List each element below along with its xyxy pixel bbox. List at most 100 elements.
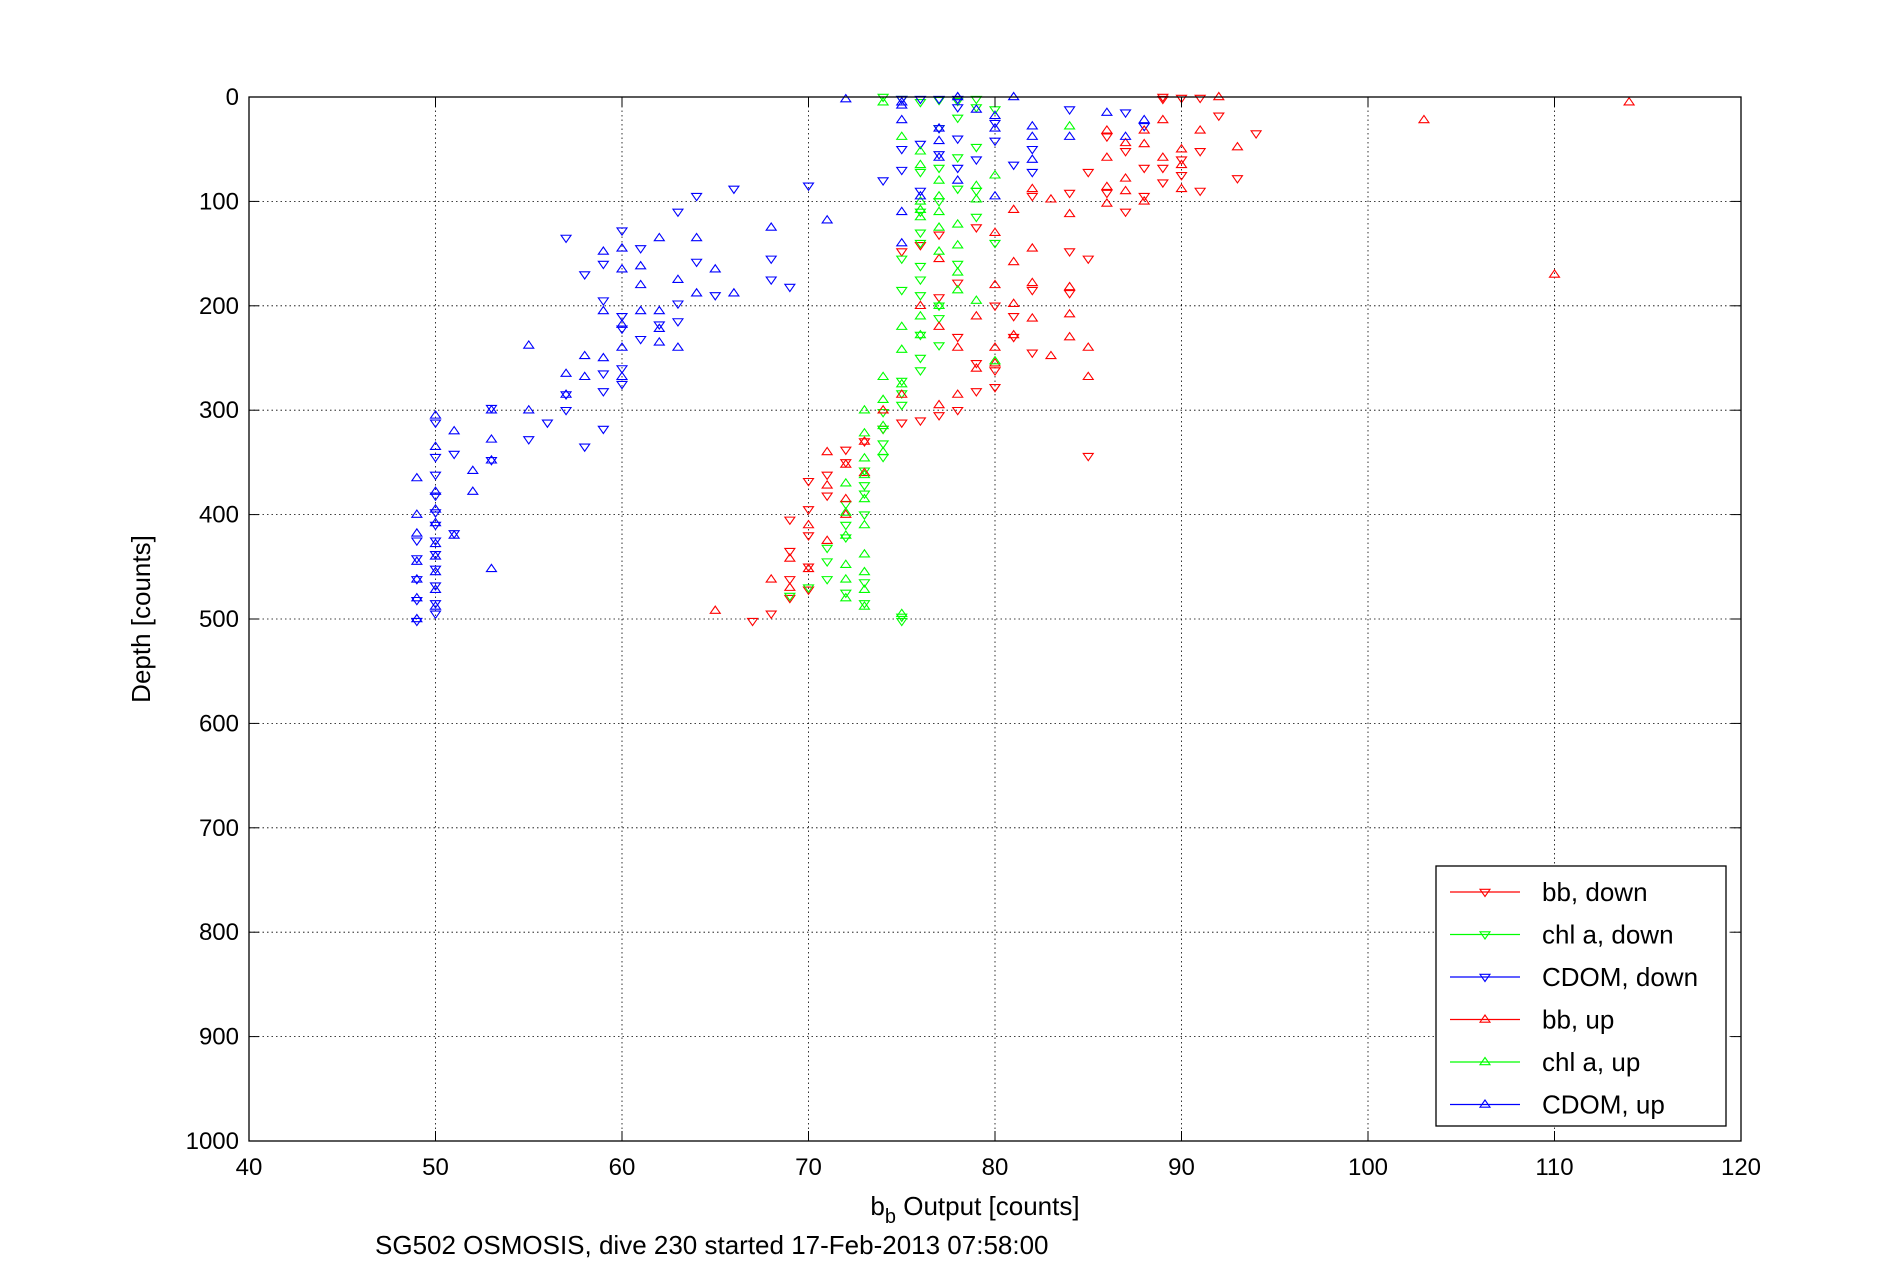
data-point bbox=[970, 224, 983, 233]
data-point bbox=[429, 509, 442, 518]
data-point bbox=[802, 563, 815, 573]
data-point bbox=[951, 239, 964, 249]
data-point bbox=[1063, 281, 1076, 291]
legend-label: CDOM, down bbox=[1542, 962, 1698, 992]
data-point bbox=[895, 321, 908, 330]
data-point bbox=[895, 613, 908, 623]
data-point bbox=[839, 93, 852, 103]
data-point bbox=[821, 446, 834, 456]
data-point bbox=[988, 227, 1002, 236]
data-point bbox=[1100, 107, 1113, 116]
data-point bbox=[1119, 131, 1132, 140]
data-point bbox=[1063, 248, 1076, 257]
data-point bbox=[877, 425, 890, 435]
data-point bbox=[839, 521, 852, 531]
data-point bbox=[671, 274, 685, 283]
data-point bbox=[1100, 152, 1113, 161]
series-2 bbox=[410, 95, 1151, 627]
data-point bbox=[1063, 290, 1076, 299]
data-point bbox=[877, 453, 890, 463]
y-axis-label: Depth [counts] bbox=[126, 535, 156, 703]
data-point bbox=[970, 213, 983, 223]
y-tick-label: 700 bbox=[199, 815, 239, 842]
legend-label: CDOM, up bbox=[1542, 1090, 1665, 1120]
data-point bbox=[895, 401, 908, 411]
data-point bbox=[858, 490, 871, 500]
data-point bbox=[597, 246, 610, 255]
data-point bbox=[783, 594, 796, 604]
data-point bbox=[839, 477, 852, 487]
data-point bbox=[615, 365, 629, 374]
data-point bbox=[597, 352, 610, 362]
data-point bbox=[429, 550, 442, 560]
data-point bbox=[895, 378, 908, 388]
data-point bbox=[951, 406, 964, 416]
data-point bbox=[914, 292, 927, 301]
data-point bbox=[914, 168, 927, 178]
data-point bbox=[858, 452, 871, 462]
data-point bbox=[634, 335, 647, 345]
data-point bbox=[1175, 159, 1188, 169]
data-point bbox=[615, 227, 629, 237]
data-point bbox=[970, 359, 983, 369]
data-point bbox=[932, 135, 946, 145]
data-point bbox=[932, 198, 946, 207]
data-point bbox=[951, 284, 964, 294]
data-point bbox=[1175, 94, 1188, 104]
x-tick-label: 100 bbox=[1348, 1154, 1388, 1181]
data-point bbox=[802, 506, 815, 515]
data-point bbox=[858, 436, 871, 445]
data-point bbox=[783, 552, 796, 562]
data-point bbox=[914, 187, 927, 197]
y-tick-label: 500 bbox=[199, 606, 239, 633]
data-point bbox=[877, 440, 890, 450]
data-point bbox=[1175, 156, 1188, 166]
data-point bbox=[429, 453, 442, 463]
x-tick-label: 110 bbox=[1535, 1154, 1573, 1181]
data-point bbox=[410, 509, 423, 518]
x-tick-label: 60 bbox=[609, 1154, 636, 1181]
data-point bbox=[783, 576, 796, 585]
data-point bbox=[932, 246, 946, 255]
data-point bbox=[1007, 161, 1020, 171]
data-point bbox=[932, 164, 946, 174]
data-point bbox=[839, 559, 852, 568]
data-point bbox=[970, 310, 983, 320]
data-point bbox=[802, 182, 815, 192]
data-point bbox=[429, 517, 442, 527]
data-point bbox=[1194, 148, 1207, 157]
data-point bbox=[877, 371, 890, 381]
data-point bbox=[1194, 124, 1207, 134]
x-axis-label-subscript: b bbox=[885, 1206, 896, 1228]
data-point bbox=[1212, 112, 1225, 122]
legend-item: CDOM, down bbox=[1450, 962, 1698, 992]
data-point bbox=[914, 300, 927, 310]
data-point bbox=[615, 371, 629, 381]
data-point bbox=[858, 469, 871, 479]
data-point bbox=[914, 354, 927, 364]
data-point bbox=[615, 342, 629, 351]
data-point bbox=[709, 605, 722, 614]
data-point bbox=[1063, 331, 1076, 341]
data-point bbox=[932, 190, 946, 200]
data-point bbox=[914, 190, 927, 200]
data-point bbox=[1063, 189, 1076, 199]
data-point bbox=[895, 96, 908, 106]
data-point bbox=[485, 457, 498, 466]
data-point bbox=[541, 419, 554, 429]
data-point bbox=[932, 253, 946, 263]
data-point bbox=[429, 492, 442, 502]
data-point bbox=[615, 380, 629, 390]
data-point bbox=[821, 544, 834, 554]
data-point bbox=[1156, 93, 1169, 103]
data-point bbox=[988, 355, 1002, 365]
data-point bbox=[429, 441, 442, 450]
data-point bbox=[821, 535, 834, 544]
data-point bbox=[914, 276, 927, 286]
legend-marker bbox=[1478, 888, 1492, 898]
data-point bbox=[1231, 141, 1244, 151]
data-point bbox=[1063, 308, 1076, 318]
data-point bbox=[932, 315, 946, 324]
data-point bbox=[988, 239, 1002, 249]
data-point bbox=[783, 283, 796, 293]
